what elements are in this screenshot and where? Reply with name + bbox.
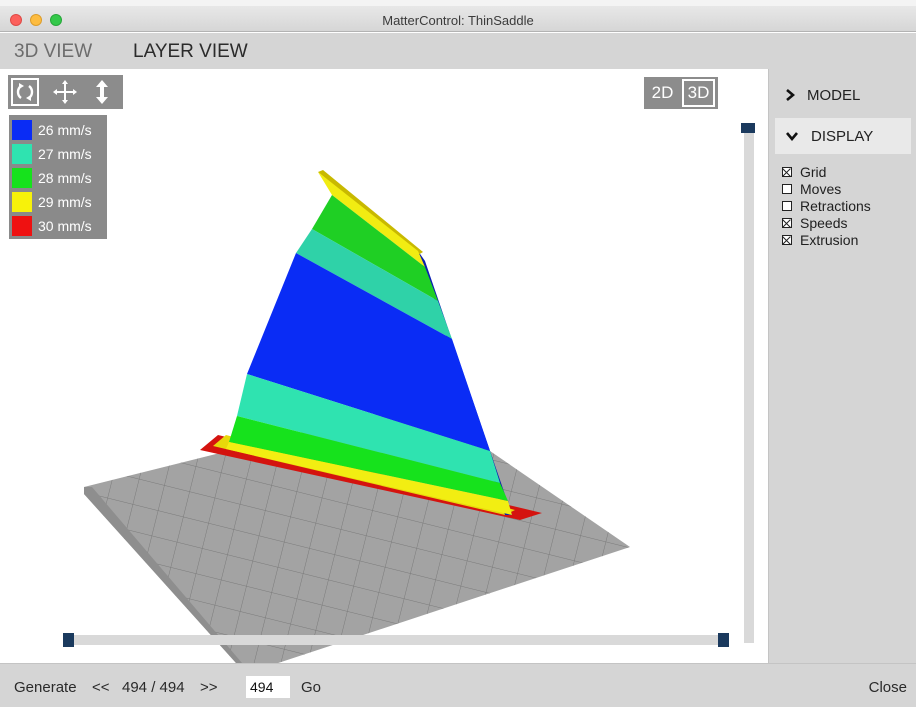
model-section-header[interactable]: MODEL (775, 77, 911, 113)
footer-bar: Generate << 494 / 494 >> Go Close (0, 663, 916, 707)
legend-label: 28 mm/s (38, 170, 92, 186)
range-slider-start-handle[interactable] (63, 633, 74, 647)
band-cyan-top (296, 229, 452, 339)
view-tools-toolbar (8, 75, 123, 109)
checkbox-grid[interactable] (782, 166, 792, 177)
layer-slider-track[interactable] (744, 131, 754, 643)
option-retractions[interactable]: Retractions (782, 197, 871, 214)
band-blue-mid (247, 253, 490, 451)
option-grid[interactable]: Grid (782, 163, 871, 180)
rotate-icon[interactable] (11, 78, 39, 106)
option-moves-label: Moves (800, 180, 842, 197)
band-cyan-mid (237, 374, 500, 483)
title-bar: MatterControl: ThinSaddle (0, 0, 916, 32)
legend-swatch (12, 144, 32, 164)
band-green-top (312, 195, 438, 301)
title-bar-top-strip (0, 0, 916, 6)
move-icon[interactable] (51, 78, 79, 106)
legend-item: 27 mm/s (12, 142, 107, 166)
model-section-label: MODEL (807, 86, 861, 104)
legend-item: 26 mm/s (12, 118, 107, 142)
option-moves[interactable]: Moves (782, 180, 871, 197)
zoom-window-button[interactable] (50, 14, 62, 26)
option-extrusion-label: Extrusion (800, 231, 859, 248)
display-section-header[interactable]: DISPLAY (775, 118, 911, 154)
range-slider-track[interactable] (70, 635, 724, 645)
legend-label: 27 mm/s (38, 146, 92, 162)
next-layer-button[interactable]: >> (200, 679, 218, 696)
legend-swatch (12, 192, 32, 212)
view-tab-bar: 3D VIEW LAYER VIEW (0, 33, 916, 69)
option-retractions-label: Retractions (800, 197, 871, 214)
speed-legend: 26 mm/s 27 mm/s 28 mm/s 29 mm/s 30 mm/s (9, 115, 107, 239)
display-section-label: DISPLAY (811, 127, 874, 145)
tab-3d-view[interactable]: 3D VIEW (14, 41, 93, 62)
option-grid-label: Grid (800, 163, 827, 180)
option-speeds-label: Speeds (800, 214, 848, 231)
window-title: MatterControl: ThinSaddle (382, 13, 534, 28)
legend-label: 29 mm/s (38, 194, 92, 210)
band-yellow-top (318, 172, 425, 267)
layer-viewport[interactable]: 26 mm/s 27 mm/s 28 mm/s 29 mm/s 30 mm/s … (0, 69, 768, 663)
tab-layer-view[interactable]: LAYER VIEW (133, 41, 248, 62)
chevron-right-icon (786, 89, 795, 101)
minimize-window-button[interactable] (30, 14, 42, 26)
zoom-icon[interactable] (88, 78, 116, 106)
option-extrusion[interactable]: Extrusion (782, 231, 871, 248)
legend-item: 30 mm/s (12, 214, 107, 238)
view-3d-button[interactable]: 3D (682, 79, 715, 107)
checkbox-retractions[interactable] (782, 200, 792, 211)
side-panel: MODEL DISPLAY Grid Moves Retractions Spe… (768, 69, 916, 663)
go-button[interactable]: Go (301, 679, 322, 696)
print-bed-edge (84, 487, 242, 663)
part-top-edge (318, 170, 423, 255)
chevron-down-icon (786, 132, 798, 141)
band-yellow-low (226, 442, 512, 515)
legend-swatch (12, 120, 32, 140)
view-2d-button[interactable]: 2D (651, 83, 674, 102)
checkbox-speeds[interactable] (782, 217, 792, 228)
close-window-button[interactable] (10, 14, 22, 26)
legend-label: 26 mm/s (38, 122, 92, 138)
layer-number-input[interactable] (246, 676, 290, 698)
band-green-low (229, 416, 508, 501)
legend-label: 30 mm/s (38, 218, 92, 234)
option-speeds[interactable]: Speeds (782, 214, 871, 231)
display-options: Grid Moves Retractions Speeds Extrusion (782, 163, 871, 248)
checkbox-moves[interactable] (782, 183, 792, 194)
layer-counter: 494 / 494 (122, 679, 185, 696)
generate-button[interactable]: Generate (14, 679, 77, 696)
view-mode-toggle: 2D 3D (644, 77, 718, 109)
legend-swatch (12, 168, 32, 188)
legend-swatch (12, 216, 32, 236)
close-button[interactable]: Close (868, 679, 907, 696)
print-bed-scene (84, 170, 630, 663)
legend-item: 29 mm/s (12, 190, 107, 214)
checkbox-extrusion[interactable] (782, 234, 792, 245)
layer-slider-handle[interactable] (741, 123, 755, 133)
range-slider-end-handle[interactable] (718, 633, 729, 647)
previous-layer-button[interactable]: << (92, 679, 110, 696)
legend-item: 28 mm/s (12, 166, 107, 190)
